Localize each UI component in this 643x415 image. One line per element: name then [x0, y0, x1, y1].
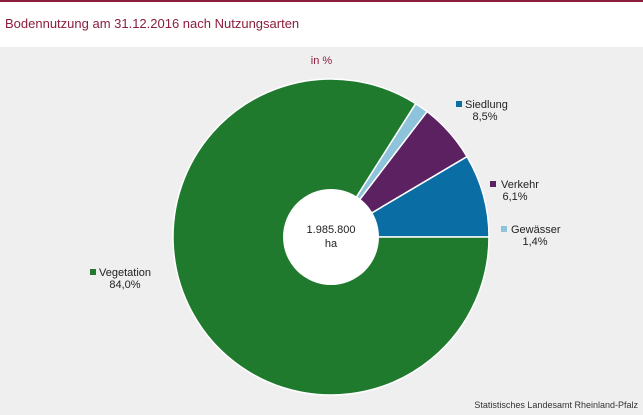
label-value-vegetation: 84,0% [109, 279, 140, 291]
label-value-siedlung: 8,5% [472, 111, 497, 123]
label-name-gewaesser: Gewässer [511, 224, 561, 236]
legend-marker-verkehr [490, 181, 496, 187]
legend-marker-siedlung [456, 101, 462, 107]
center-total-value: 1.985.800 [307, 224, 356, 236]
center-total-unit: ha [325, 238, 338, 250]
top-accent-rule [0, 0, 643, 2]
unit-label: in % [310, 55, 333, 67]
label-value-gewaesser: 1,4% [522, 236, 547, 248]
chart-panel: in % 1.985.800 ha Siedlung 8,5% Verkehr 6,1% G… [0, 47, 643, 415]
source-credit: Statistisches Landesamt Rheinland-Pfalz [474, 400, 638, 410]
chart-title: Bodennutzung am 31.12.2016 nach Nutzungs… [5, 16, 300, 31]
label-name-verkehr: Verkehr [501, 179, 539, 191]
legend-marker-vegetation [90, 269, 96, 275]
label-value-verkehr: 6,1% [502, 191, 527, 203]
donut-hole [283, 189, 379, 285]
label-name-siedlung: Siedlung [465, 99, 508, 111]
chart-header: Bodennutzung am 31.12.2016 nach Nutzungs… [0, 2, 643, 47]
label-name-vegetation: Vegetation [99, 267, 151, 279]
legend-marker-gewaesser [501, 226, 507, 232]
